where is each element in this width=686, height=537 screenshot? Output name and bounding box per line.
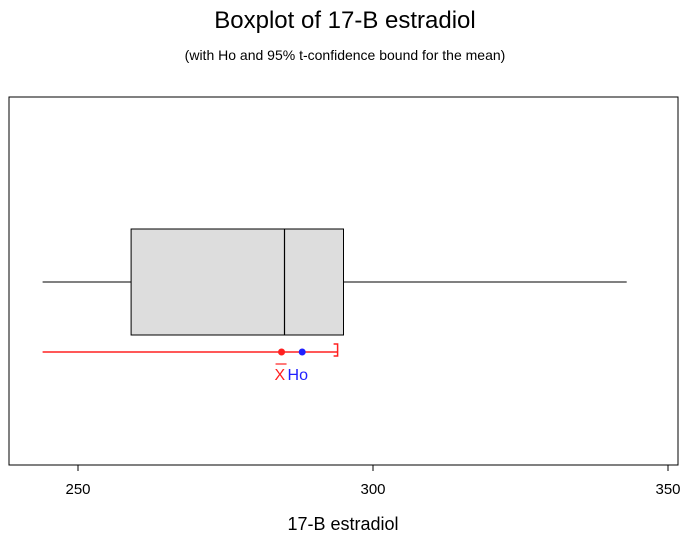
- x-axis-label: 17-B estradiol: [287, 514, 398, 534]
- ho-label: Ho: [288, 367, 309, 384]
- ci-upper-bracket: [333, 343, 339, 357]
- x-tick-label-300: 300: [360, 481, 385, 498]
- chart-subtitle: (with Ho and 95% t-confidence bound for …: [185, 47, 506, 63]
- mean-point: [278, 348, 286, 356]
- x-tick-label-250: 250: [65, 481, 90, 498]
- mean-label: X: [275, 367, 286, 384]
- chart-title: Boxplot of 17-B estradiol: [214, 7, 475, 34]
- plot-frame: [8, 96, 679, 466]
- ho-point: [298, 348, 306, 356]
- x-tick-label-350: 350: [655, 481, 680, 498]
- box-iqr: [130, 228, 344, 336]
